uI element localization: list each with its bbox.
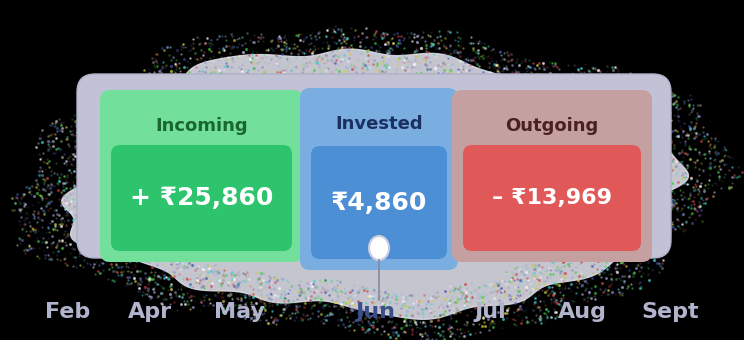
Text: Invested: Invested — [336, 115, 423, 133]
FancyBboxPatch shape — [300, 88, 458, 270]
Text: Aug: Aug — [557, 302, 606, 322]
Text: – ₹13,969: – ₹13,969 — [492, 188, 612, 208]
Text: May: May — [214, 302, 266, 322]
FancyBboxPatch shape — [100, 90, 303, 262]
FancyBboxPatch shape — [111, 145, 292, 251]
FancyBboxPatch shape — [463, 145, 641, 251]
Text: Incoming: Incoming — [155, 117, 248, 135]
Text: + ₹25,860: + ₹25,860 — [129, 186, 273, 210]
Text: Apr: Apr — [128, 302, 172, 322]
Text: Sept: Sept — [641, 302, 699, 322]
Text: Outgoing: Outgoing — [505, 117, 599, 135]
Text: ₹4,860: ₹4,860 — [331, 190, 427, 215]
Text: Jun: Jun — [355, 302, 395, 322]
Ellipse shape — [369, 236, 389, 260]
Text: Jul: Jul — [474, 302, 506, 322]
FancyBboxPatch shape — [452, 90, 652, 262]
Polygon shape — [62, 49, 688, 319]
FancyBboxPatch shape — [77, 74, 671, 258]
Text: Feb: Feb — [45, 302, 91, 322]
FancyBboxPatch shape — [311, 146, 447, 259]
